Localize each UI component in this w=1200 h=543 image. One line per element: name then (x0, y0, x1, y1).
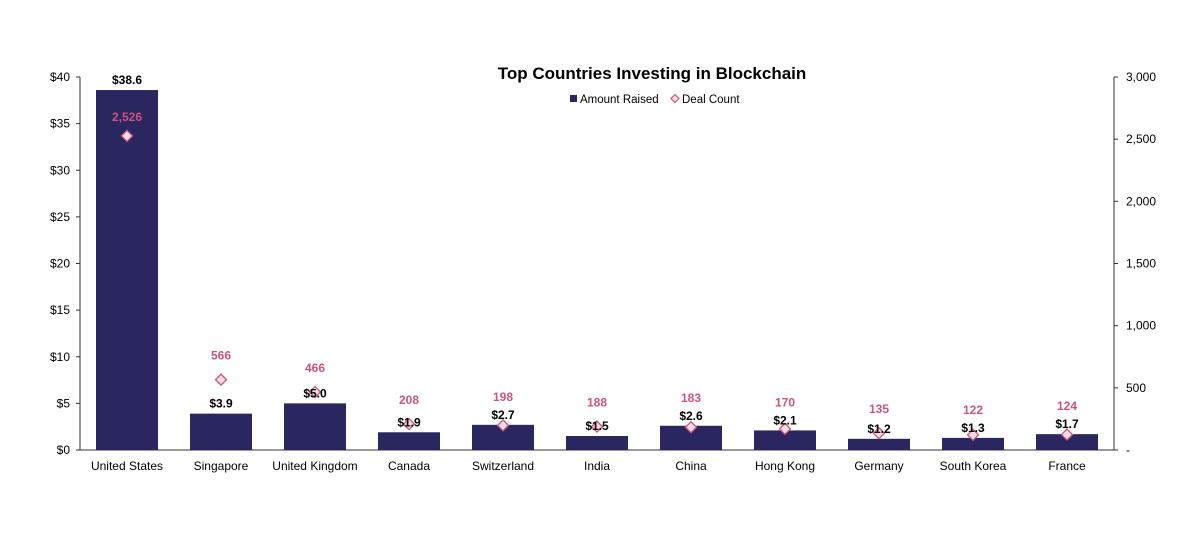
y-left-tick-label: $30 (50, 163, 70, 177)
deal-marker (778, 422, 792, 436)
y-left-tick-label: $10 (50, 350, 70, 364)
legend-label-amount: Amount Raised (580, 94, 659, 106)
bar (96, 90, 158, 451)
deal-value-label: 466 (305, 361, 325, 375)
bar (566, 436, 628, 450)
x-tick-label: Canada (388, 459, 430, 473)
bar (754, 430, 816, 450)
deal-marker (966, 428, 980, 442)
legend-swatch-deal (670, 93, 680, 104)
y-right-tick-label: 500 (1126, 381, 1146, 395)
y-right-tick-label: 3,000 (1126, 70, 1156, 84)
bar-value-label: $1.2 (867, 422, 891, 436)
y-right-tick-label: 2,500 (1126, 132, 1156, 146)
bar-value-label: $5.0 (303, 386, 327, 400)
deal-value-label: 198 (493, 390, 513, 404)
deal-value-label: 2,526 (112, 110, 142, 124)
y-left-tick-label: $0 (57, 443, 71, 457)
y-right-tick-label: - (1126, 443, 1130, 457)
deal-value-label: 188 (587, 396, 607, 410)
deal-value-label: 122 (963, 403, 983, 417)
deal-value-label: 208 (399, 393, 419, 407)
x-tick-label: Switzerland (472, 459, 534, 473)
bar (284, 403, 346, 450)
y-left-tick-label: $40 (50, 70, 70, 84)
legend-swatch-amount (570, 95, 577, 102)
deal-marker (1060, 428, 1074, 442)
bar-value-label: $2.6 (679, 409, 703, 423)
bars (96, 90, 1098, 451)
y-left-tick-label: $25 (50, 210, 70, 224)
deal-marker (590, 420, 604, 434)
deal-marker (308, 385, 322, 399)
chart-title: Top Countries Investing in Blockchain (498, 64, 807, 83)
x-tick-label: India (584, 459, 610, 473)
deal-value-label: 566 (211, 349, 231, 363)
x-tick-label: Hong Kong (755, 459, 815, 473)
legend-label-deal: Deal Count (682, 94, 740, 106)
deal-value-label: 135 (869, 402, 889, 416)
x-tick-label: China (675, 459, 707, 473)
deal-value-label: 183 (681, 391, 701, 405)
bar-value-label: $38.6 (112, 73, 142, 87)
x-tick-label: Germany (854, 459, 903, 473)
bar-value-label: $1.9 (397, 415, 421, 429)
bar (190, 413, 252, 450)
bar-value-label: $2.1 (773, 413, 797, 427)
deal-marker (496, 418, 510, 432)
y-left-tick-label: $5 (57, 396, 71, 410)
x-tick-label: United Kingdom (272, 459, 357, 473)
deal-marker (214, 373, 228, 387)
y-right-tick-label: 1,500 (1126, 257, 1156, 271)
bar (378, 432, 440, 450)
deal-markers (120, 129, 1074, 442)
x-tick-label: United States (91, 459, 163, 473)
y-right-tick-label: 1,000 (1126, 319, 1156, 333)
x-tick-label: South Korea (940, 459, 1007, 473)
bar-value-label: $1.3 (961, 421, 985, 435)
deal-marker (872, 426, 886, 440)
y-left-tick-label: $20 (50, 257, 70, 271)
bar (942, 437, 1004, 450)
deal-marker (120, 129, 134, 143)
bar-value-label: $3.9 (209, 397, 233, 411)
y-left-tick-label: $35 (50, 117, 70, 131)
bar-value-label: $1.7 (1055, 417, 1079, 431)
deal-marker (684, 420, 698, 434)
deal-value-label: 170 (775, 395, 795, 409)
axes: $0 $5 $10 $15 $20 $25 $30 $35 $40 - 500 1,000 1,500 2… (50, 70, 1156, 473)
deal-value-label: 124 (1057, 399, 1077, 413)
deal-marker (402, 417, 416, 431)
y-right-tick-label: 2,000 (1126, 194, 1156, 208)
y-left-tick-label: $15 (50, 303, 70, 317)
bar (1036, 434, 1098, 450)
bar-value-label: $1.5 (585, 419, 609, 433)
x-tick-label: Singapore (194, 459, 249, 473)
bar (848, 438, 910, 450)
data-labels: $38.6 2,526 $3.9 566 $5.0 466 $1.9 208 $2.7 198 $1… (112, 73, 1079, 436)
bar-value-label: $2.7 (491, 408, 515, 422)
x-tick-label: France (1048, 459, 1086, 473)
legend: Amount Raised Deal Count (570, 93, 740, 106)
